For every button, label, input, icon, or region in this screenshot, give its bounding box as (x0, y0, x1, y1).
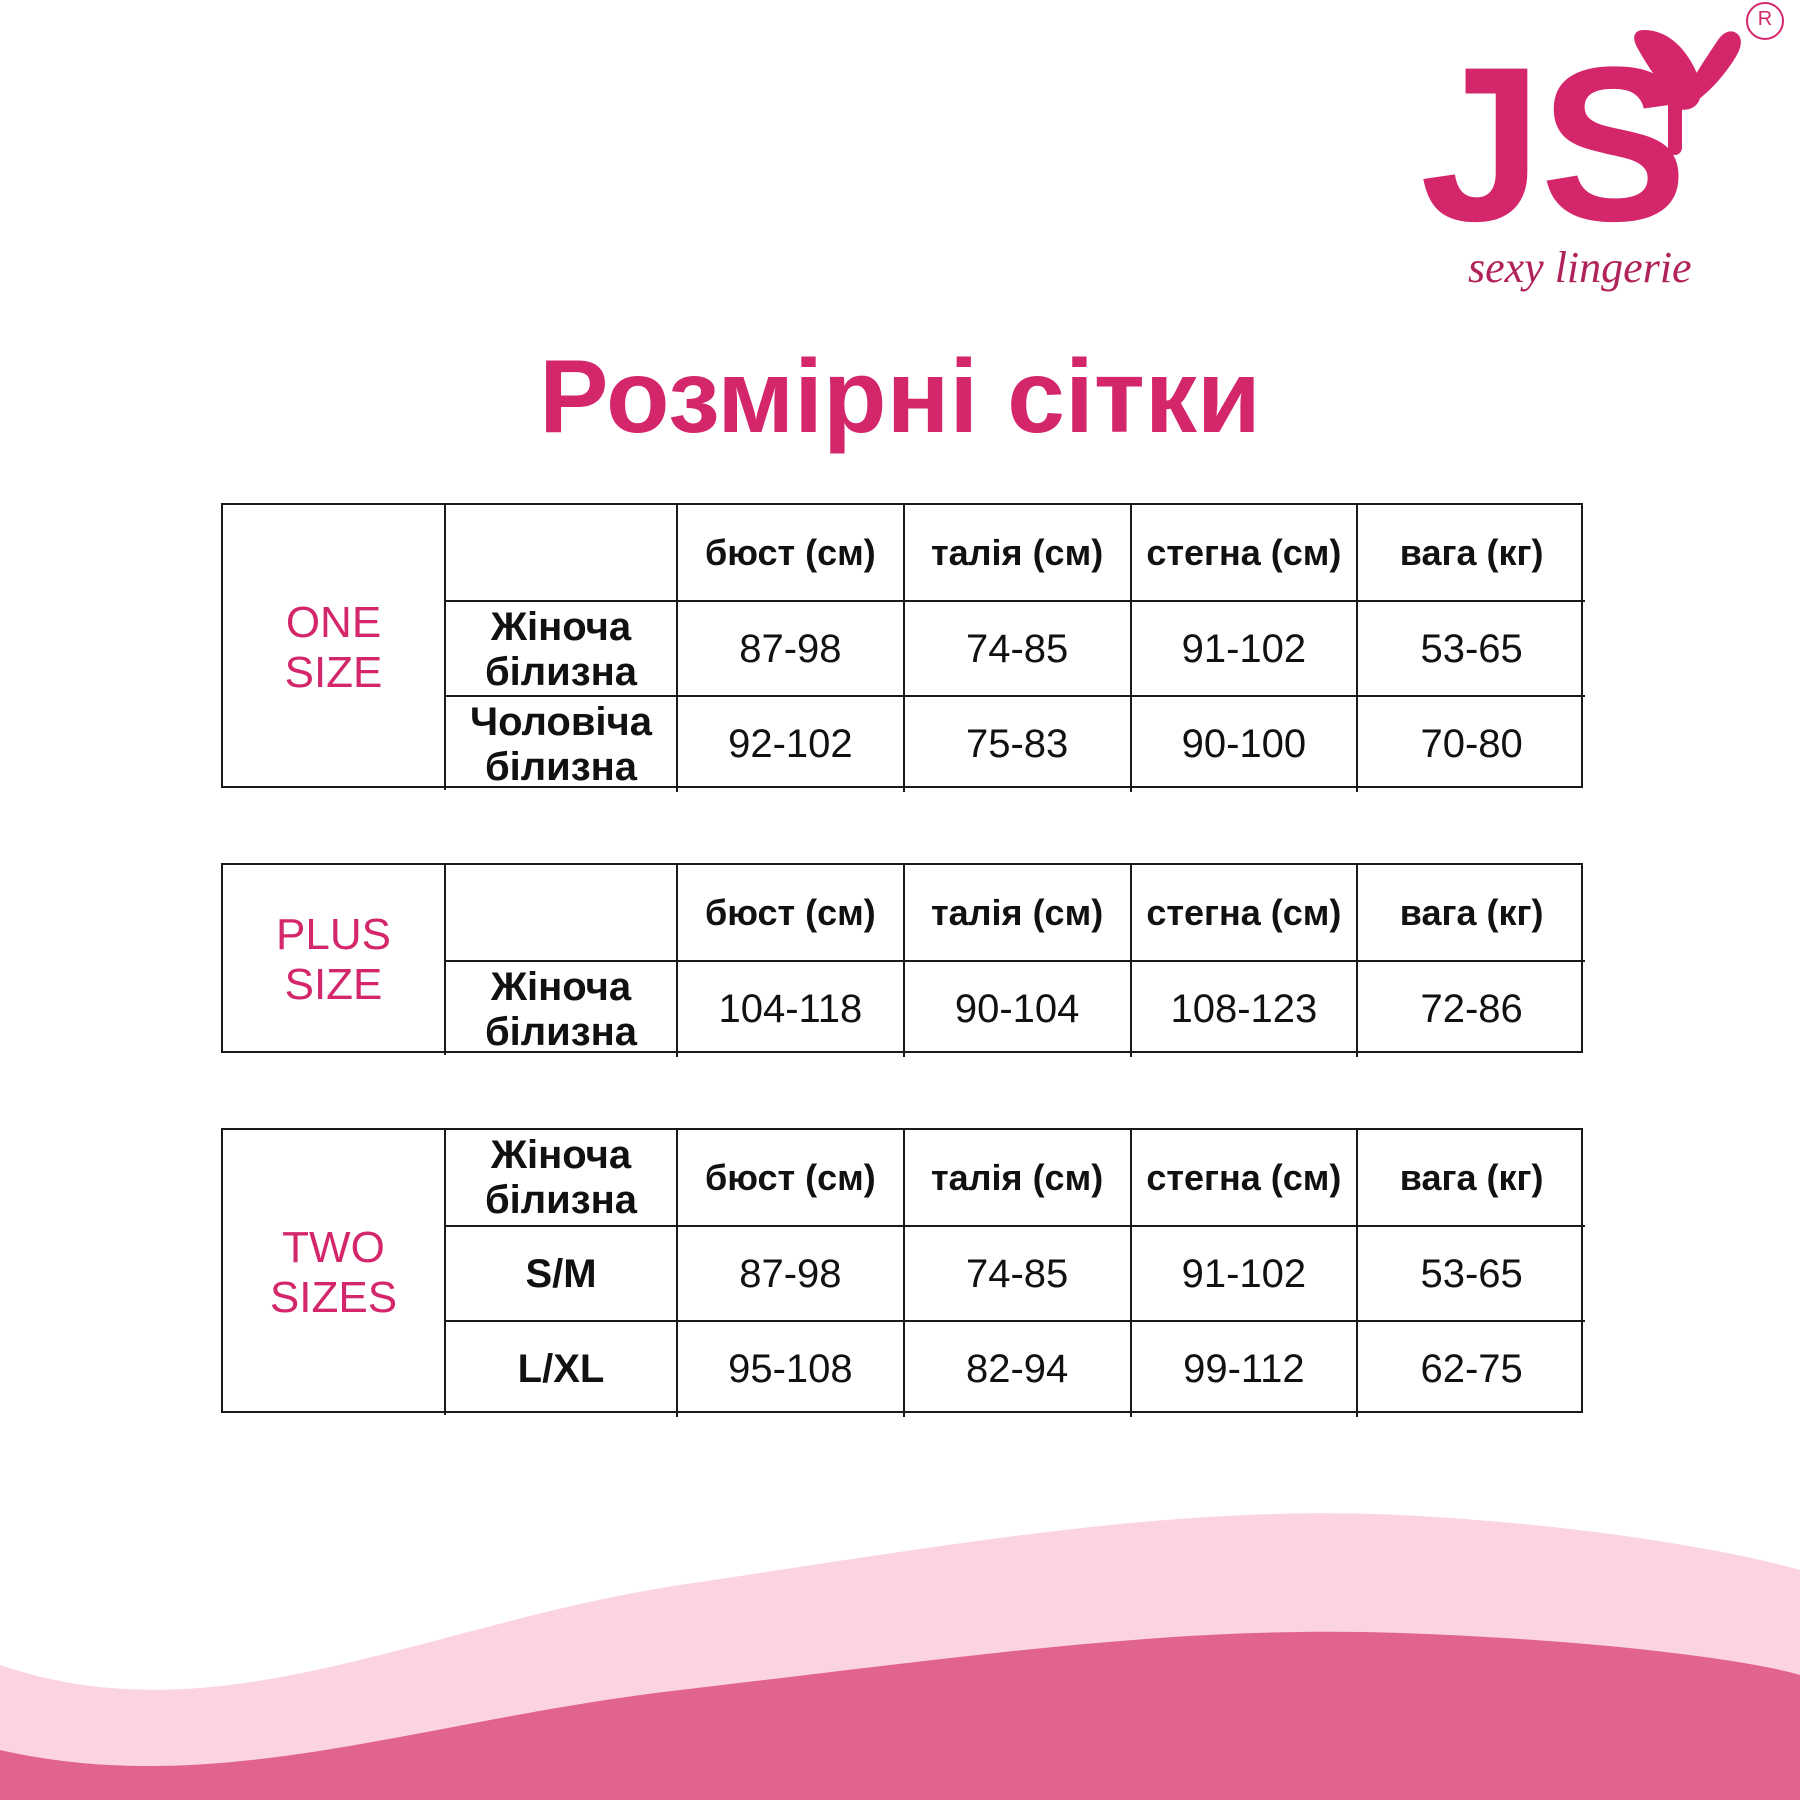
svg-text:sexy lingerie: sexy lingerie (1468, 243, 1692, 292)
